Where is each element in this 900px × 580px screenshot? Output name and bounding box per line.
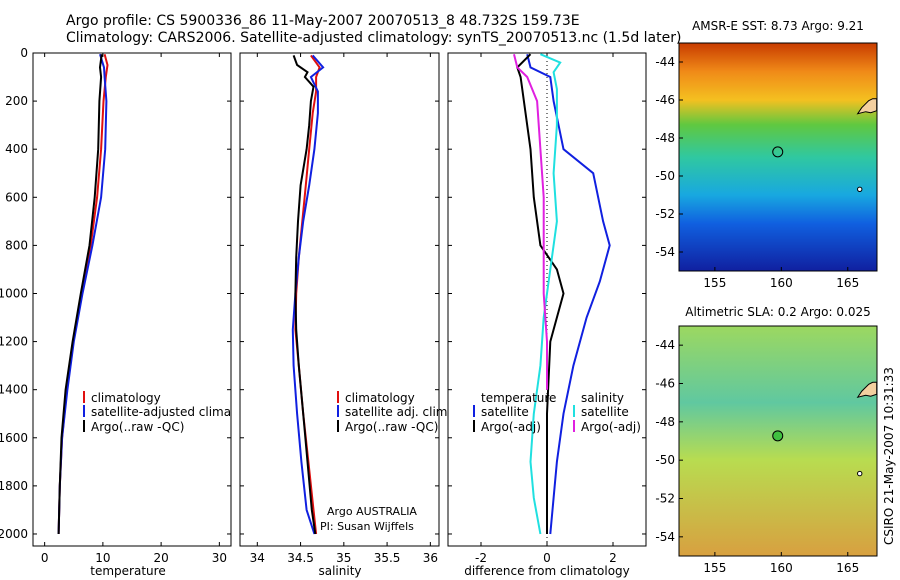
legend-header: salinity [581, 391, 624, 405]
series-line [292, 55, 317, 535]
legend-label: Argo(..raw -QC) [91, 420, 184, 434]
y-tick-label: -52 [655, 492, 675, 506]
y-tick-label: 1600 [0, 431, 28, 445]
temperature-axis-label: temperature [90, 564, 165, 578]
y-tick-label: -52 [655, 207, 675, 221]
x-tick-label: 10 [95, 551, 110, 565]
coastline [856, 98, 878, 115]
x-tick-label: 30 [212, 551, 227, 565]
x-tick-label: 0 [41, 551, 49, 565]
x-tick-label: 34.5 [287, 551, 314, 565]
sla-map-title: Altimetric SLA: 0.2 Argo: 0.025 [685, 305, 870, 319]
legend-header: temperature [481, 391, 556, 405]
y-tick-label: 2000 [0, 527, 28, 541]
y-tick-label: -50 [655, 453, 675, 467]
timestamp-stamp: CSIRO 21-May-2007 10:31:33 [882, 367, 896, 545]
y-tick-label: -46 [655, 93, 675, 107]
island-mark [857, 470, 863, 477]
x-tick-label: 165 [836, 561, 859, 575]
y-tick-label: -50 [655, 169, 675, 183]
x-tick-label: 155 [703, 561, 726, 575]
y-tick-label: -48 [655, 131, 675, 145]
temperature-panel: 0 10 20 30 0 200 400 600 800 1000 1200 1400 1600 1800… [0, 46, 269, 578]
series-line [291, 54, 325, 535]
sla-map: Altimetric SLA: 0.2 Argo: 0.025 155 160 16… [655, 305, 878, 575]
figure-title-line2: Climatology: CARS2006. Satellite-adjuste… [66, 30, 681, 46]
y-tick-label: 1400 [0, 383, 28, 397]
island-mark [857, 186, 863, 193]
y-tick-label: -54 [655, 245, 675, 259]
x-tick-label: -2 [475, 551, 487, 565]
x-tick-label: 34 [250, 551, 265, 565]
x-tick-label: 35 [336, 551, 351, 565]
y-tick-label: 200 [5, 94, 28, 108]
difference-panel: -2 0 2temperaturesatelliteArgo(-adj)salini… [447, 52, 647, 578]
coastline [856, 381, 878, 399]
series-line [529, 53, 562, 535]
legend-label: Argo(-adj) [581, 420, 641, 434]
y-tick-label: 800 [5, 238, 28, 252]
y-tick-label: 400 [5, 142, 28, 156]
y-tick-label: -44 [655, 55, 675, 69]
y-tick-label: -46 [655, 377, 675, 391]
legend-label: Argo(-adj) [481, 420, 541, 434]
y-tick-label: 1200 [0, 335, 28, 349]
x-tick-label: 2 [609, 551, 617, 565]
argo-location-marker [772, 430, 784, 442]
x-tick-label: 165 [836, 276, 859, 290]
series-line [513, 53, 548, 390]
legend-label: satellite adj. clim. [345, 405, 451, 419]
figure-title-line1: Argo profile: CS 5900336_86 11-May-2007 … [66, 13, 580, 29]
y-tick-label: -44 [655, 338, 675, 352]
credit-line2: PI: Susan Wijffels [320, 520, 414, 533]
series-line [526, 53, 611, 535]
x-tick-label: 35.5 [374, 551, 401, 565]
sst-map-title: AMSR-E SST: 8.73 Argo: 9.21 [692, 19, 864, 33]
x-tick-label: 20 [153, 551, 168, 565]
legend-label: Argo(..raw -QC) [345, 420, 438, 434]
y-tick-label: 1800 [0, 479, 28, 493]
x-tick-label: 36 [423, 551, 438, 565]
series-line [516, 53, 565, 534]
credit-line1: Argo AUSTRALIA [327, 505, 417, 518]
y-tick-label: 600 [5, 190, 28, 204]
x-tick-label: 160 [770, 276, 793, 290]
x-tick-label: 155 [703, 276, 726, 290]
sst-map: AMSR-E SST: 8.73 Argo: 9.21 155 160 165 -44… [655, 19, 878, 290]
y-tick-label: -54 [655, 530, 675, 544]
series-line [57, 54, 103, 535]
difference-axis-label: difference from climatology [464, 564, 630, 578]
legend-label: climatology [345, 391, 415, 405]
argo-location-marker [772, 146, 784, 158]
difference-legend: temperaturesatelliteArgo(-adj)salinitysa… [473, 391, 641, 434]
y-tick-label: 1000 [0, 286, 28, 300]
x-tick-label: 0 [543, 551, 551, 565]
legend-label: satellite-adjusted climatology [91, 405, 269, 419]
legend-label: satellite [481, 405, 529, 419]
salinity-axis-label: salinity [318, 564, 361, 578]
legend-label: satellite [581, 405, 629, 419]
x-tick-label: 160 [770, 561, 793, 575]
y-tick-label: -48 [655, 415, 675, 429]
legend-label: climatology [91, 391, 161, 405]
y-tick-label: 0 [20, 46, 28, 60]
